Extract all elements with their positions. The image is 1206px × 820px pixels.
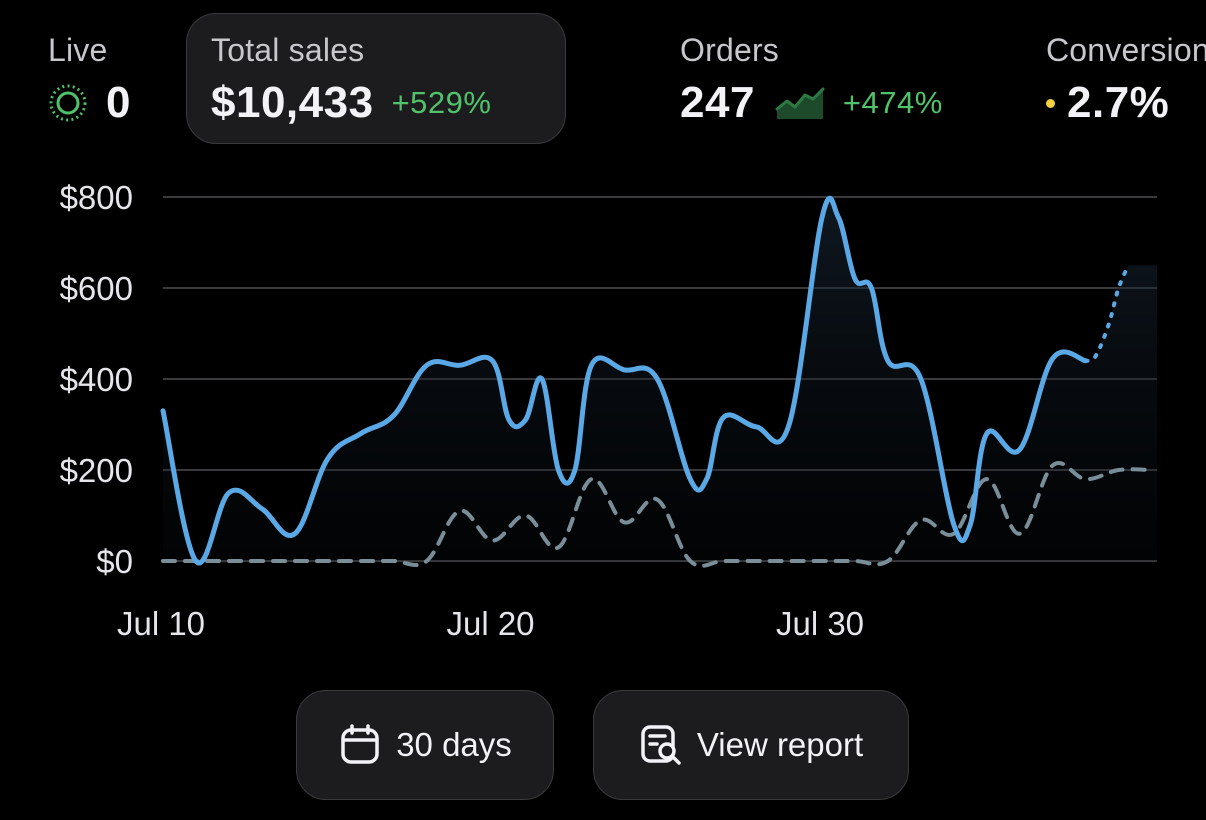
metric-live-value: 0 bbox=[106, 78, 131, 127]
conversion-dot-icon bbox=[1046, 98, 1055, 108]
metric-live[interactable]: Live 0 bbox=[48, 14, 178, 144]
y-tick-label: $800 bbox=[60, 179, 133, 216]
metric-conversion-row: 2.7% bbox=[1046, 78, 1169, 128]
metric-orders-label: Orders bbox=[680, 32, 779, 68]
calendar-icon bbox=[341, 724, 379, 764]
previous-period-line bbox=[161, 461, 1154, 568]
current-series-area bbox=[163, 198, 1157, 563]
metric-total-sales-change: +529% bbox=[391, 85, 492, 120]
date-range-label: 30 days bbox=[396, 726, 512, 763]
view-report-label: View report bbox=[696, 726, 864, 763]
x-tick-label: Jul 20 bbox=[446, 605, 534, 642]
x-tick-label: Jul 30 bbox=[776, 605, 864, 642]
metric-live-row: 0 bbox=[48, 78, 131, 128]
metric-conversion[interactable]: Conversion 2.7% bbox=[1046, 14, 1206, 144]
projected-line bbox=[1083, 263, 1131, 363]
view-report-button[interactable]: View report bbox=[593, 690, 909, 800]
metrics-strip[interactable]: Live 0 Total sales $10,433 +529% Orders … bbox=[0, 0, 1206, 160]
metric-orders-value: 247 bbox=[680, 78, 755, 127]
y-tick-label: $0 bbox=[96, 543, 133, 580]
metric-orders[interactable]: Orders 247 +474% bbox=[680, 14, 1000, 144]
y-axis: $800 $600 $400 $200 $0 bbox=[60, 179, 133, 580]
metric-total-sales-label: Total sales bbox=[211, 32, 365, 68]
report-search-icon bbox=[641, 725, 681, 765]
metric-total-sales[interactable]: Total sales $10,433 +529% bbox=[186, 13, 566, 144]
actions-bar: 30 days View report bbox=[0, 690, 1206, 802]
live-pulse-icon bbox=[49, 84, 87, 122]
metric-conversion-value: 2.7% bbox=[1067, 78, 1170, 127]
metric-live-label: Live bbox=[48, 32, 108, 68]
y-tick-label: $400 bbox=[60, 361, 133, 398]
metric-total-sales-row: $10,433 +529% bbox=[211, 78, 491, 128]
metric-conversion-label: Conversion bbox=[1046, 32, 1206, 68]
sales-chart-svg: $800 $600 $400 $200 $0 Jul 10 Jul 20 Jul 30 bbox=[60, 179, 1157, 642]
metric-orders-row: 247 +474% bbox=[680, 78, 943, 128]
x-tick-label: Jul 10 bbox=[117, 605, 205, 642]
x-axis: Jul 10 Jul 20 Jul 30 bbox=[117, 605, 864, 642]
y-tick-label: $600 bbox=[60, 270, 133, 307]
date-range-button[interactable]: 30 days bbox=[296, 690, 554, 800]
sales-chart: $800 $600 $400 $200 $0 Jul 10 Jul 20 Jul 30 bbox=[0, 170, 1206, 660]
y-tick-label: $200 bbox=[60, 452, 133, 489]
metric-total-sales-value: $10,433 bbox=[211, 78, 374, 127]
series-layer bbox=[160, 195, 1157, 568]
metric-orders-change: +474% bbox=[842, 85, 943, 120]
sparkline-icon bbox=[775, 87, 825, 119]
current-period-line bbox=[160, 195, 1089, 566]
